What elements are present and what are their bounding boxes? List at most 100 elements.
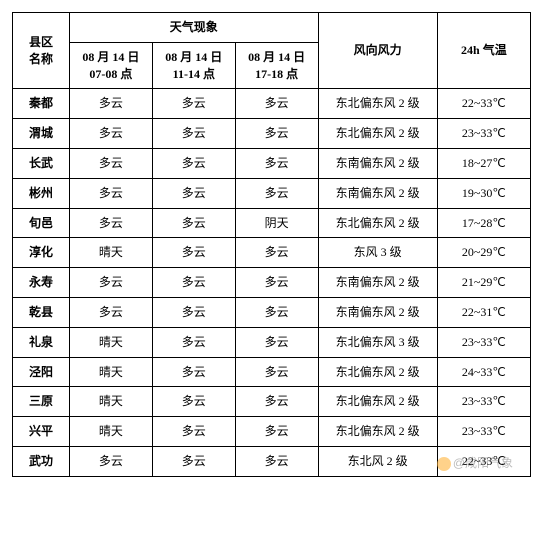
- cell-temp: 23~33℃: [437, 119, 530, 149]
- header-slot3: 08 月 14 日17-18 点: [235, 42, 318, 89]
- cell-wind: 东南偏东风 2 级: [318, 297, 437, 327]
- header-slot1: 08 月 14 日07-08 点: [69, 42, 152, 89]
- table-row: 渭城多云多云多云东北偏东风 2 级23~33℃: [13, 119, 531, 149]
- table-row: 泾阳晴天多云多云东北偏东风 2 级24~33℃: [13, 357, 531, 387]
- cell-wind: 东北偏东风 2 级: [318, 208, 437, 238]
- cell-weather: 多云: [152, 238, 235, 268]
- cell-weather: 多云: [235, 238, 318, 268]
- cell-weather: 阴天: [235, 208, 318, 238]
- cell-temp: 22~31℃: [437, 297, 530, 327]
- cell-wind: 东南偏东风 2 级: [318, 178, 437, 208]
- cell-weather: 多云: [152, 208, 235, 238]
- cell-region-name: 淳化: [13, 238, 70, 268]
- cell-wind: 东北风 2 级: [318, 446, 437, 476]
- table-row: 长武多云多云多云东南偏东风 2 级18~27℃: [13, 148, 531, 178]
- cell-region-name: 三原: [13, 387, 70, 417]
- cell-region-name: 秦都: [13, 89, 70, 119]
- cell-region-name: 礼泉: [13, 327, 70, 357]
- cell-region-name: 永寿: [13, 268, 70, 298]
- table-row: 三原晴天多云多云东北偏东风 2 级23~33℃: [13, 387, 531, 417]
- cell-weather: 多云: [69, 89, 152, 119]
- cell-weather: 多云: [235, 357, 318, 387]
- cell-wind: 东南偏东风 2 级: [318, 268, 437, 298]
- header-weather-group: 天气现象: [69, 13, 318, 43]
- cell-region-name: 旬邑: [13, 208, 70, 238]
- cell-weather: 多云: [235, 178, 318, 208]
- cell-weather: 多云: [152, 178, 235, 208]
- cell-weather: 晴天: [69, 357, 152, 387]
- table-row: 秦都多云多云多云东北偏东风 2 级22~33℃: [13, 89, 531, 119]
- cell-weather: 多云: [69, 119, 152, 149]
- cell-weather: 多云: [235, 119, 318, 149]
- cell-wind: 东南偏东风 2 级: [318, 148, 437, 178]
- header-slot2: 08 月 14 日11-14 点: [152, 42, 235, 89]
- cell-temp: 19~30℃: [437, 178, 530, 208]
- cell-temp: 18~27℃: [437, 148, 530, 178]
- cell-wind: 东北偏东风 2 级: [318, 387, 437, 417]
- table-body: 秦都多云多云多云东北偏东风 2 级22~33℃渭城多云多云多云东北偏东风 2 级…: [13, 89, 531, 476]
- cell-weather: 多云: [69, 297, 152, 327]
- table-row: 兴平晴天多云多云东北偏东风 2 级23~33℃: [13, 417, 531, 447]
- cell-weather: 多云: [69, 446, 152, 476]
- cell-region-name: 武功: [13, 446, 70, 476]
- cell-weather: 多云: [235, 327, 318, 357]
- cell-weather: 多云: [235, 387, 318, 417]
- cell-temp: 24~33℃: [437, 357, 530, 387]
- cell-weather: 多云: [69, 208, 152, 238]
- weather-forecast-table: 县区名称 天气现象 风向风力 24h 气温 08 月 14 日07-08 点 0…: [12, 12, 531, 477]
- cell-temp: 20~29℃: [437, 238, 530, 268]
- cell-weather: 晴天: [69, 238, 152, 268]
- cell-temp: 23~33℃: [437, 387, 530, 417]
- cell-weather: 多云: [235, 148, 318, 178]
- cell-weather: 多云: [152, 268, 235, 298]
- cell-wind: 东北偏东风 3 级: [318, 327, 437, 357]
- cell-wind: 东北偏东风 2 级: [318, 417, 437, 447]
- cell-weather: 晴天: [69, 417, 152, 447]
- cell-wind: 东风 3 级: [318, 238, 437, 268]
- cell-temp: 17~28℃: [437, 208, 530, 238]
- cell-wind: 东北偏东风 2 级: [318, 357, 437, 387]
- cell-region-name: 长武: [13, 148, 70, 178]
- table-row: 乾县多云多云多云东南偏东风 2 级22~31℃: [13, 297, 531, 327]
- cell-weather: 多云: [235, 417, 318, 447]
- table-row: 旬邑多云多云阴天东北偏东风 2 级17~28℃: [13, 208, 531, 238]
- cell-weather: 多云: [152, 89, 235, 119]
- cell-region-name: 彬州: [13, 178, 70, 208]
- table-row: 彬州多云多云多云东南偏东风 2 级19~30℃: [13, 178, 531, 208]
- cell-temp: 22~33℃: [437, 89, 530, 119]
- cell-weather: 晴天: [69, 327, 152, 357]
- cell-region-name: 渭城: [13, 119, 70, 149]
- cell-weather: 多云: [152, 357, 235, 387]
- cell-weather: 多云: [152, 446, 235, 476]
- header-wind: 风向风力: [318, 13, 437, 89]
- cell-weather: 多云: [152, 327, 235, 357]
- cell-weather: 多云: [69, 148, 152, 178]
- header-region: 县区名称: [13, 13, 70, 89]
- cell-weather: 多云: [235, 268, 318, 298]
- cell-weather: 多云: [235, 297, 318, 327]
- table-row: 永寿多云多云多云东南偏东风 2 级21~29℃: [13, 268, 531, 298]
- table-header: 县区名称 天气现象 风向风力 24h 气温 08 月 14 日07-08 点 0…: [13, 13, 531, 89]
- cell-region-name: 乾县: [13, 297, 70, 327]
- cell-temp: 22~33℃: [437, 446, 530, 476]
- cell-temp: 23~33℃: [437, 417, 530, 447]
- cell-weather: 多云: [152, 148, 235, 178]
- cell-weather: 多云: [69, 268, 152, 298]
- cell-region-name: 兴平: [13, 417, 70, 447]
- cell-weather: 多云: [152, 119, 235, 149]
- cell-weather: 多云: [235, 446, 318, 476]
- table-row: 武功多云多云多云东北风 2 级22~33℃: [13, 446, 531, 476]
- cell-weather: 多云: [235, 89, 318, 119]
- cell-temp: 23~33℃: [437, 327, 530, 357]
- table-row: 淳化晴天多云多云东风 3 级20~29℃: [13, 238, 531, 268]
- table-row: 礼泉晴天多云多云东北偏东风 3 级23~33℃: [13, 327, 531, 357]
- cell-weather: 晴天: [69, 387, 152, 417]
- cell-weather: 多云: [152, 417, 235, 447]
- cell-wind: 东北偏东风 2 级: [318, 89, 437, 119]
- cell-region-name: 泾阳: [13, 357, 70, 387]
- cell-weather: 多云: [152, 387, 235, 417]
- cell-temp: 21~29℃: [437, 268, 530, 298]
- cell-weather: 多云: [152, 297, 235, 327]
- cell-weather: 多云: [69, 178, 152, 208]
- cell-wind: 东北偏东风 2 级: [318, 119, 437, 149]
